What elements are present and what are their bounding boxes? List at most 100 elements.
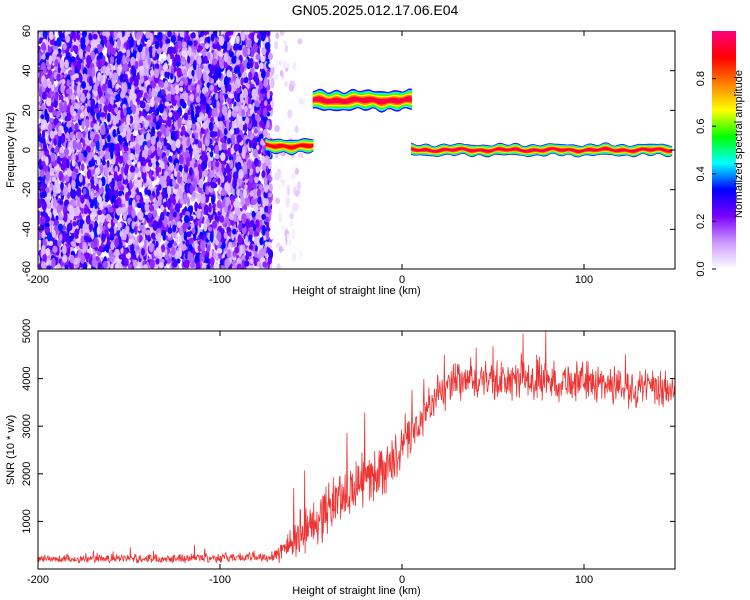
heatmap-cell <box>98 103 103 109</box>
heatmap-cell <box>200 193 206 204</box>
heatmap-cell <box>127 263 133 269</box>
heatmap-cell <box>51 257 56 268</box>
heatmap-cell <box>56 263 61 269</box>
heatmap-cell <box>158 262 164 269</box>
heatmap-cell <box>97 43 103 53</box>
heatmap-cell <box>143 119 150 128</box>
heatmap-cell <box>127 175 132 181</box>
heatmap-cell <box>207 226 213 232</box>
heatmap-cell <box>183 193 187 205</box>
heatmap-cell <box>81 120 85 130</box>
heatmap-cell <box>236 87 241 93</box>
heatmap-cell <box>208 64 215 72</box>
heatmap-cell <box>52 191 57 198</box>
heatmap-cell <box>130 133 134 142</box>
heatmap-cell <box>85 139 91 146</box>
heatmap-cell <box>70 241 76 247</box>
heatmap-cell <box>268 183 273 192</box>
heatmap-cell <box>187 109 191 116</box>
heatmap-cell <box>149 258 155 269</box>
heatmap-cell <box>134 224 138 235</box>
heatmap-cell <box>259 120 265 128</box>
heatmap-cell <box>164 101 170 107</box>
heatmap-cell <box>227 84 232 93</box>
heatmap-cell <box>265 70 270 78</box>
heatmap-cell <box>162 234 167 241</box>
heatmap-cell <box>246 61 251 70</box>
heatmap-cell <box>215 160 220 168</box>
heatmap-cell <box>244 174 249 180</box>
heatmap-cell <box>99 150 105 158</box>
heatmap-cell <box>143 182 149 188</box>
heatmap-cell <box>237 44 243 51</box>
heatmap-cell <box>254 250 258 258</box>
heatmap-cell <box>247 96 252 106</box>
heatmap-cell <box>216 199 222 209</box>
heatmap-data <box>38 31 673 269</box>
heatmap-cell <box>217 129 221 137</box>
heatmap-cell <box>70 94 76 101</box>
heatmap-cell <box>233 66 238 74</box>
heatmap-cell <box>38 45 41 52</box>
heatmap-cell <box>266 90 271 100</box>
heatmap-cell <box>74 122 79 132</box>
heatmap-cell <box>216 100 220 111</box>
heatmap-cell <box>234 246 240 254</box>
heatmap-cell <box>116 221 122 229</box>
heatmap-cell <box>235 50 241 58</box>
heatmap-cell <box>210 194 215 205</box>
heatmap-cell <box>109 234 115 241</box>
heatmap-cell <box>112 129 117 138</box>
heatmap-cell <box>221 142 227 151</box>
heatmap-cell <box>178 164 183 172</box>
heatmap-cell <box>39 170 45 178</box>
heatmap-cell <box>38 150 43 161</box>
heatmap-cell <box>49 168 55 174</box>
heatmap-cell <box>93 173 98 184</box>
heatmap-cell <box>143 69 148 77</box>
heatmap-cell <box>115 83 120 90</box>
heatmap-cell <box>213 131 218 137</box>
heatmap-cell <box>200 31 205 36</box>
heatmap-cell <box>145 229 151 236</box>
heatmap-cell <box>72 31 76 37</box>
heatmap-cell <box>248 251 252 257</box>
heatmap-cell <box>110 241 115 251</box>
heatmap-cell <box>82 31 87 38</box>
heatmap-cell <box>204 43 210 50</box>
heatmap-cell <box>210 144 214 152</box>
heatmap-cell <box>100 112 106 118</box>
heatmap-cell <box>236 258 242 264</box>
heatmap-cell <box>190 103 194 110</box>
heatmap-cell <box>155 115 160 121</box>
heatmap-cell <box>218 51 223 57</box>
heatmap-cell <box>90 41 97 49</box>
heatmap-cell <box>103 105 108 112</box>
heatmap-cell <box>203 31 208 36</box>
heatmap-cell <box>245 254 250 261</box>
heatmap-cell <box>123 213 127 221</box>
heatmap-cell <box>209 130 216 138</box>
heatmap-cell <box>268 249 274 260</box>
heatmap-cell <box>197 45 203 51</box>
heatmap-cell <box>155 258 160 265</box>
heatmap-cell <box>76 187 82 197</box>
heatmap-cell <box>89 178 94 184</box>
heatmap-cell <box>69 262 74 269</box>
heatmap-cell <box>212 101 217 109</box>
heatmap-cell <box>41 92 46 100</box>
heatmap-cell <box>210 33 215 42</box>
figure-title: GN05.2025.012.17.06.E04 <box>292 2 459 18</box>
heatmap-cell <box>120 108 124 120</box>
heatmap-cell <box>126 132 132 140</box>
heatmap-cell <box>226 41 231 51</box>
heatmap-cell <box>118 173 123 180</box>
heatmap-cell <box>186 196 190 207</box>
heatmap-cell <box>179 226 184 236</box>
heatmap-cell <box>126 49 131 58</box>
heatmap-cell <box>60 94 64 101</box>
heatmap-cell <box>254 176 259 184</box>
heatmap-cell <box>94 255 100 262</box>
heatmap-cell <box>243 76 249 84</box>
heatmap-cell <box>136 179 143 189</box>
